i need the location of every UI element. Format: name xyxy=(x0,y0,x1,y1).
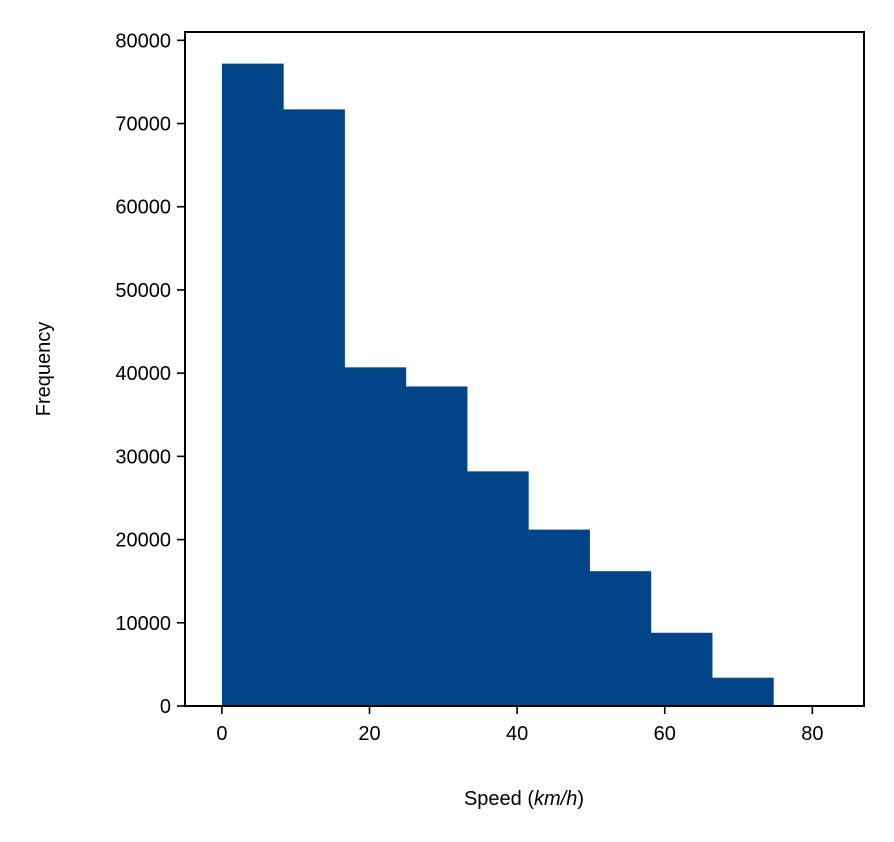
histogram-bars xyxy=(221,63,774,707)
histogram-bar-7 xyxy=(650,632,713,706)
plot-area-frame xyxy=(184,31,865,707)
histogram-bar-1 xyxy=(283,109,345,706)
histogram-bar-4 xyxy=(466,471,529,706)
y-tick-label-5: 50000 xyxy=(115,280,171,302)
x-axis-label: Speed (km/h) xyxy=(464,788,584,810)
y-tick-label-7: 70000 xyxy=(115,114,171,136)
histogram-bar-8 xyxy=(711,677,774,706)
y-axis-ticks: 0 10000 20000 30000 40000 50000 60000 70000 8000… xyxy=(115,30,185,718)
y-tick-label-8: 80000 xyxy=(115,30,171,52)
y-tick-label-2: 20000 xyxy=(115,530,171,552)
y-tick-label-1: 10000 xyxy=(115,613,171,635)
x-tick-label-2: 40 xyxy=(506,723,528,745)
y-axis-label: Frequency xyxy=(33,322,55,417)
x-tick-label-1: 20 xyxy=(358,723,380,745)
x-tick-label-0: 0 xyxy=(216,723,227,745)
histogram-bar-5 xyxy=(528,529,590,706)
y-tick-label-6: 60000 xyxy=(115,197,171,219)
histogram-bar-6 xyxy=(589,571,652,706)
x-tick-label-3: 60 xyxy=(654,723,676,745)
histogram-bar-0 xyxy=(221,63,284,707)
y-tick-label-4: 40000 xyxy=(115,363,171,385)
histogram-bar-2 xyxy=(344,367,407,706)
histogram-bar-3 xyxy=(405,386,468,706)
y-tick-label-3: 30000 xyxy=(115,446,171,468)
x-axis-ticks: 0 20 40 60 80 xyxy=(216,706,823,745)
x-tick-label-4: 80 xyxy=(801,723,823,745)
y-tick-label-0: 0 xyxy=(160,696,171,718)
